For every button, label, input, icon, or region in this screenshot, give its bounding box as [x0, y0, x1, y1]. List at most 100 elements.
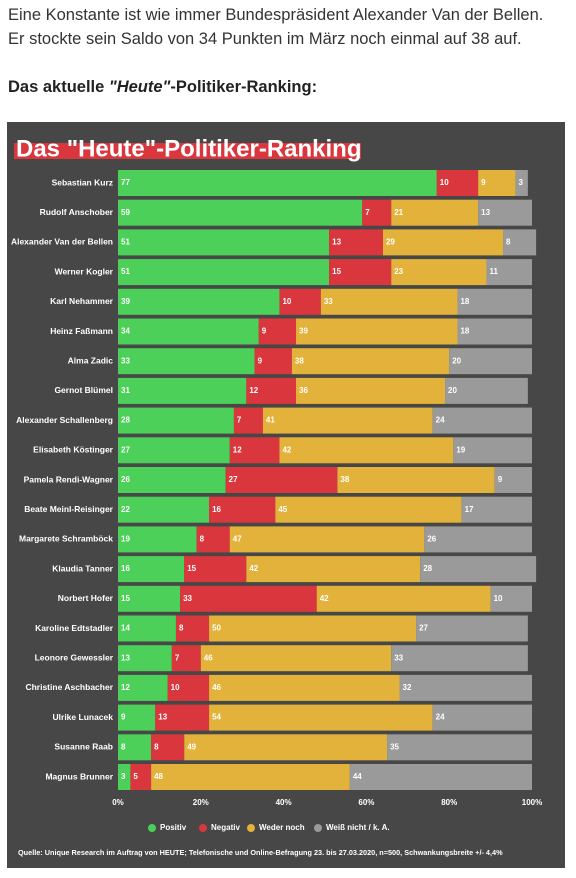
bar-segment: [209, 674, 400, 701]
bar-segment: [175, 615, 210, 642]
bar-segment: [118, 556, 185, 583]
value-label: 27: [419, 624, 428, 633]
bar-segment: [118, 318, 259, 345]
title-underline: [14, 143, 361, 159]
value-label: 10: [171, 683, 180, 692]
category-label: Susanne Raab: [54, 742, 113, 752]
category-label: Alexander Schallenberg: [16, 415, 113, 425]
bar-segment: [225, 467, 338, 493]
intro-line: Eine Konstante ist wie immer Bundespräsi…: [8, 6, 544, 24]
legend-label: Weiß nicht / k. A.: [326, 823, 390, 832]
value-label: 28: [423, 564, 432, 573]
x-tick-label: 100%: [522, 798, 542, 807]
value-label: 54: [212, 713, 221, 722]
bar-segment: [279, 437, 454, 464]
value-label: 47: [233, 535, 242, 544]
bar-segment: [436, 170, 479, 196]
value-label: 18: [460, 327, 469, 336]
bar-segment: [478, 170, 516, 196]
value-label: 46: [212, 683, 221, 692]
heading: Das aktuelle "Heute"-Politiker-Ranking:: [8, 78, 317, 97]
x-tick-label: 20%: [193, 798, 209, 807]
value-label: 22: [121, 505, 130, 514]
bar-segment: [118, 467, 226, 493]
bar-segment: [229, 526, 425, 553]
bar-segment: [453, 437, 532, 464]
value-label: 12: [249, 386, 258, 395]
value-label: 10: [440, 178, 449, 187]
category-label: Margarete Schramböck: [19, 534, 113, 544]
value-label: 77: [121, 178, 130, 187]
bar-segment: [118, 377, 247, 404]
value-label: 15: [121, 594, 130, 603]
value-label: 48: [154, 772, 163, 781]
category-label: Norbert Hofer: [58, 593, 114, 603]
value-label: 50: [212, 624, 221, 633]
bar-segment: [118, 526, 197, 553]
bar-segment: [329, 259, 392, 286]
bar-segment: [449, 348, 532, 375]
value-label: 8: [200, 535, 205, 544]
category-label: Christine Aschbacher: [25, 682, 113, 692]
bar-segment: [118, 437, 230, 464]
x-tick-label: 40%: [276, 798, 292, 807]
value-label: 27: [229, 475, 238, 484]
value-label: 46: [204, 653, 213, 662]
value-label: 51: [121, 238, 130, 247]
value-label: 14: [121, 624, 130, 633]
bar-segment: [229, 437, 280, 464]
bar-segment: [461, 496, 532, 523]
value-label: 9: [498, 475, 503, 484]
bar-segment: [118, 229, 330, 256]
bar-segment: [246, 377, 297, 404]
value-label: 26: [121, 475, 130, 484]
legend-marker: [314, 824, 322, 832]
bar-segment: [349, 764, 532, 790]
bar-segment: [420, 556, 537, 583]
value-label: 8: [121, 742, 126, 751]
legend-label: Positiv: [160, 823, 187, 832]
bar-segment: [180, 585, 317, 612]
bar-segment: [362, 199, 392, 226]
heading-part: "Heute": [108, 78, 171, 96]
category-label: Alexander Van der Bellen: [11, 237, 113, 247]
bar-segment: [118, 288, 280, 315]
bar-segment: [118, 348, 255, 375]
value-label: 7: [365, 208, 370, 217]
value-label: 23: [394, 267, 403, 276]
bar-segment: [233, 407, 263, 434]
bar-segment: [279, 288, 321, 315]
bar-segment: [424, 526, 532, 553]
bar-segment: [118, 199, 363, 226]
legend-marker: [247, 824, 255, 832]
value-label: 59: [121, 208, 130, 217]
x-tick-label: 60%: [358, 798, 374, 807]
value-label: 42: [320, 594, 329, 603]
value-label: 8: [506, 238, 511, 247]
chart-title: Das "Heute"-Politiker-Ranking: [16, 135, 362, 162]
legend-label: Negativ: [211, 823, 240, 832]
category-label: Rudolf Anschober: [40, 207, 114, 217]
value-label: 18: [460, 297, 469, 306]
value-label: 15: [187, 564, 196, 573]
x-tick-label: 80%: [441, 798, 457, 807]
bar-segment: [151, 734, 185, 761]
bar-segment: [209, 496, 276, 523]
bar-segment: [490, 585, 532, 612]
bar-segment: [254, 348, 292, 375]
value-label: 10: [494, 594, 503, 603]
value-label: 9: [481, 178, 486, 187]
bar-segment: [416, 615, 528, 642]
bar-segment: [184, 556, 247, 583]
category-label: Leonore Gewessler: [35, 652, 114, 662]
bar-segment: [275, 496, 462, 523]
value-label: 11: [489, 267, 498, 276]
bar-segment: [118, 170, 437, 196]
bar-segment: [478, 199, 532, 226]
legend-label: Weder noch: [259, 823, 305, 832]
value-label: 42: [282, 445, 291, 454]
bar-segment: [329, 229, 383, 256]
bar-segment: [130, 764, 152, 790]
bar-segment: [118, 764, 131, 790]
value-label: 10: [282, 297, 291, 306]
